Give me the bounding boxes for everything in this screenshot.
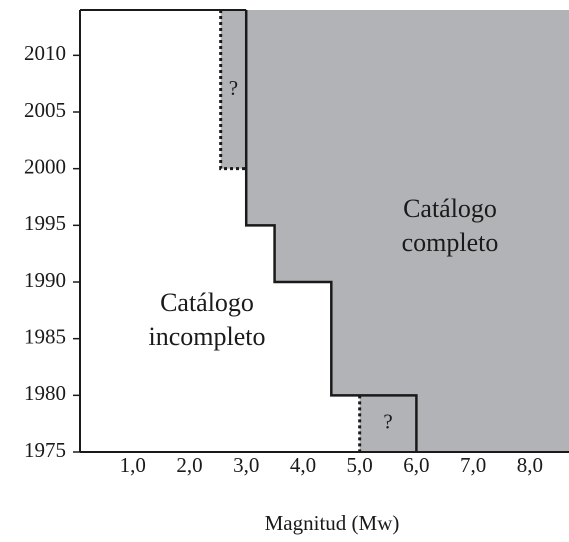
y-tick-label: 2005 bbox=[24, 98, 66, 122]
annotation: incompleto bbox=[149, 322, 266, 351]
uncertain-region bbox=[359, 395, 417, 452]
x-tick-label: 6,0 bbox=[403, 453, 429, 477]
x-tick-label: 4,0 bbox=[290, 453, 316, 477]
y-tick-label: 1985 bbox=[24, 324, 66, 348]
x-tick-label: 3,0 bbox=[233, 453, 259, 477]
y-tick-label: 1980 bbox=[24, 381, 66, 405]
question-mark: ? bbox=[383, 409, 392, 433]
annotation: completo bbox=[402, 228, 499, 257]
uncertain-region bbox=[220, 10, 247, 169]
y-tick-label: 2000 bbox=[24, 154, 66, 178]
annotation: Catálogo bbox=[160, 288, 254, 317]
x-axis-label: Magnitud (Mw) bbox=[265, 511, 400, 535]
x-tick-label: 7,0 bbox=[460, 453, 486, 477]
y-tick-label: 1995 bbox=[24, 211, 66, 235]
x-tick-label: 1,0 bbox=[120, 453, 146, 477]
y-tick-label: 2010 bbox=[24, 41, 66, 65]
complete-boundary bbox=[244, 10, 418, 452]
y-tick-label: 1990 bbox=[24, 268, 66, 292]
annotation: Catálogo bbox=[403, 194, 497, 223]
x-tick-label: 5,0 bbox=[347, 453, 373, 477]
y-tick-label: 1975 bbox=[24, 438, 66, 462]
complete-region bbox=[246, 10, 569, 452]
x-tick-label: 8,0 bbox=[517, 453, 543, 477]
question-mark: ? bbox=[229, 76, 238, 100]
uncertain-boundary bbox=[219, 10, 247, 171]
x-tick-label: 2,0 bbox=[176, 453, 202, 477]
